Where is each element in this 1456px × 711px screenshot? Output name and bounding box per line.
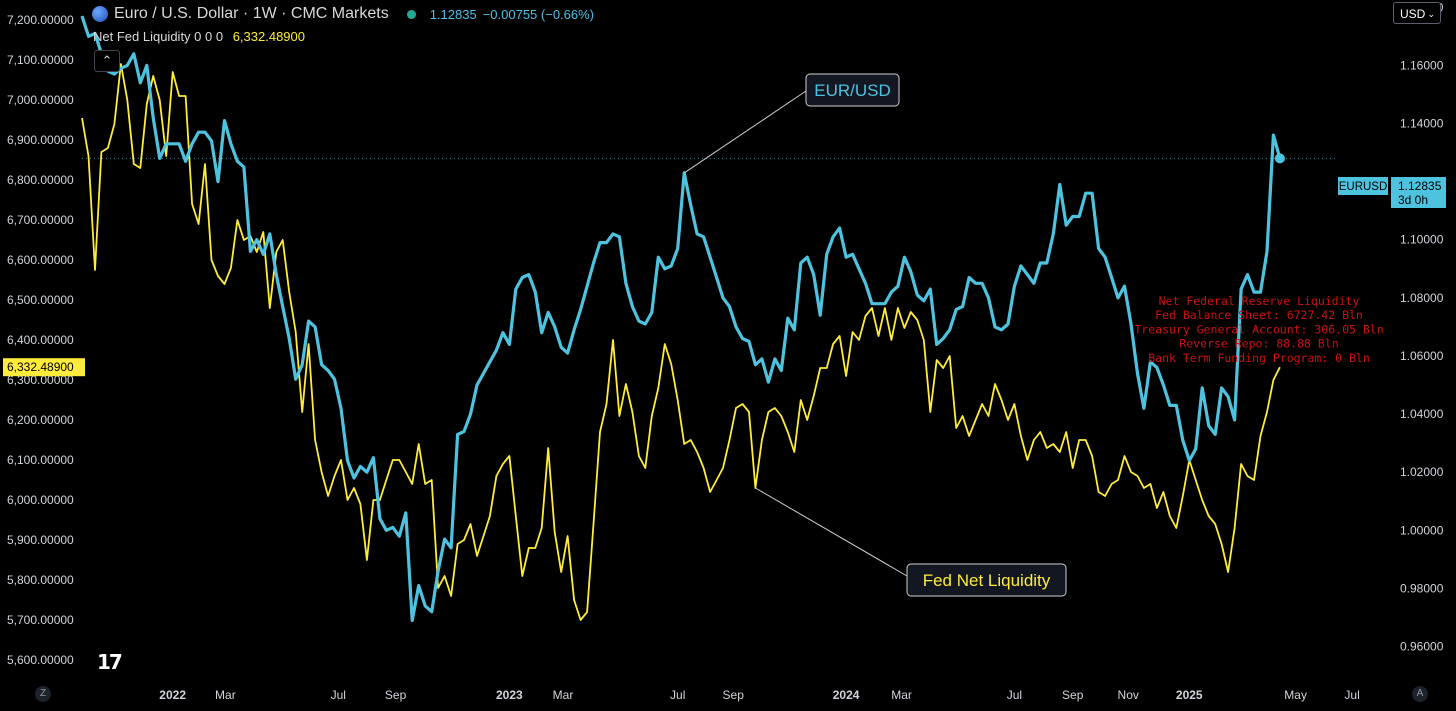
left-axis-tick-label: 6,700.00000 [7,213,74,227]
left-axis-tick-label: 6,100.00000 [7,453,74,467]
right-axis-tick-label: 0.98000 [1400,581,1444,595]
symbol-title: Euro / U.S. Dollar · 1W · CMC Markets [114,5,389,22]
right-axis-tick-label: 1.04000 [1400,407,1444,421]
indicator-value: 6,332.48900 [232,29,305,44]
left-axis-tick-label: 5,800.00000 [7,573,74,587]
symbol-header[interactable]: Euro / U.S. Dollar · 1W · CMC Markets 1.… [92,4,594,24]
left-axis-tick-label: 6,000.00000 [7,493,74,507]
eurusd-callout-label: EUR/USD [814,81,891,100]
symbol-flag-icon [92,6,108,22]
left-axis-tick-label: 6,900.00000 [7,133,74,147]
liquidity-info-line: Reverse Repo: 88.88 Bln [1179,337,1338,351]
left-axis-tick-label: 6,800.00000 [7,173,74,187]
x-axis-tick-label: Sep [1062,688,1084,702]
x-axis-tick-label: Mar [553,688,574,702]
chevron-down-icon: ⌄ [1427,9,1435,19]
right-axis-tick-label: 1.16000 [1400,58,1444,72]
x-axis-tick-label: 2025 [1176,688,1203,702]
right-axis-tick-label: 1.14000 [1400,117,1444,131]
currency-value: USD [1400,7,1426,21]
x-axis-tick-label: Jul [1007,688,1022,702]
left-axis-tick-label: 6,500.00000 [7,293,74,307]
right-axis-tick-label: 0.96000 [1400,640,1444,654]
left-axis-tick-label: 6,300.00000 [7,373,74,387]
last-price: 1.12835 [429,6,477,22]
liquidity-info-line: Treasury General Account: 306.05 Bln [1134,322,1383,336]
liquidity-callout-label: Fed Net Liquidity [923,571,1051,590]
liquidity-info-line: Net Federal Reserve Liquidity [1159,294,1360,308]
last-price-dot [1274,153,1285,164]
left-axis-tick-label: 5,700.00000 [7,613,74,627]
indicator-legend[interactable]: Net Fed Liquidity 0 0 0 6,332.48900 [93,29,305,44]
eurusd-price-tag-countdown: 3d 0h [1398,193,1428,207]
x-axis-tick-label: Jul [331,688,346,702]
right-axis-tick-label: 1.08000 [1400,291,1444,305]
liquidity-info-line: Fed Balance Sheet: 6727.42 Bln [1155,308,1363,322]
eurusd-price-tag-value: 1.12835 [1398,179,1442,193]
eurusd-symbol-tag-label: EURUSD [1339,181,1388,193]
left-axis-tick-label: 6,400.00000 [7,333,74,347]
x-axis-tick-label: 2024 [833,688,860,702]
market-status-icon [406,9,416,19]
right-axis-tick-label: 1.06000 [1400,349,1444,363]
liquidity-info-line: Bank Term Funding Program: 0 Bln [1148,351,1370,365]
left-axis-tick-label: 6,600.00000 [7,253,74,267]
left-axis-tick-label: 7,100.00000 [7,53,74,67]
liquidity-price-tag [3,358,85,377]
left-axis-tick-label: 6,200.00000 [7,413,74,427]
x-axis-tick-label: May [1284,688,1307,702]
eurusd-callout-box[interactable] [805,73,900,107]
left-axis-tick-label: 7,200.00000 [7,13,74,27]
x-axis-tick-label: Jul [670,688,685,702]
x-axis-tick-label: Mar [891,688,912,702]
currency-select[interactable]: USD ⌄ [1393,2,1441,24]
collapse-legend-button[interactable]: ⌃ [94,50,120,72]
x-axis-tick-label: Mar [215,688,236,702]
eurusd-series-line[interactable] [80,15,1282,622]
eurusd-symbol-tag [1338,177,1388,195]
right-axis-tick-label: 1.00000 [1400,523,1444,537]
liquidity-callout-box[interactable] [906,563,1067,597]
x-axis-tick-label: Nov [1118,688,1139,702]
right-axis-tick-label: 1.10000 [1400,233,1444,247]
liquidity-price-tag-value: 6,332.48900 [7,360,74,374]
left-axis-tick-label: 7,000.00000 [7,93,74,107]
tradingview-logo: 17 [97,650,123,674]
x-axis-tick-label: Jul [1344,688,1359,702]
x-axis-tick-label: 2023 [496,688,523,702]
right-axis-tick-label: 1.02000 [1400,465,1444,479]
left-axis-tick-label: 5,900.00000 [7,533,74,547]
liquidity-series-line[interactable] [81,63,1281,621]
eurusd-callout-line [683,90,807,174]
timezone-button[interactable]: Z [35,686,51,702]
price-change: −0.00755 (−0.66%) [482,6,595,22]
x-axis-tick-label: Sep [723,688,745,702]
liquidity-callout-line [755,487,908,577]
auto-scale-button[interactable]: A [1412,686,1428,702]
x-axis-tick-label: 2022 [159,688,186,702]
eurusd-price-tag [1391,177,1446,208]
indicator-name: Net Fed Liquidity 0 0 0 [93,29,224,44]
left-axis-tick-label: 5,600.00000 [7,653,74,667]
x-axis-tick-label: Sep [385,688,407,702]
